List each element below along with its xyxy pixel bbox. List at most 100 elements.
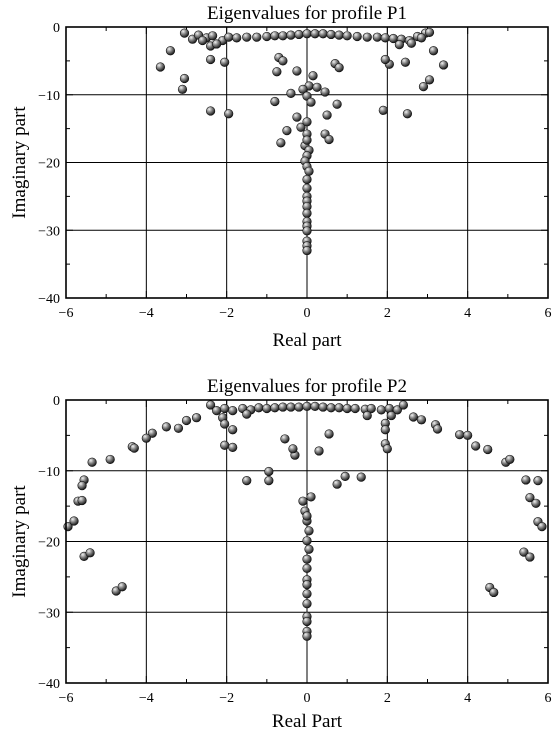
- data-point: [392, 405, 402, 415]
- x-tick-label: −2: [219, 306, 234, 321]
- data-point: [272, 67, 282, 77]
- y-tick-label: −40: [38, 677, 60, 692]
- y-tick-label: −40: [38, 292, 60, 307]
- data-point: [334, 30, 344, 40]
- data-point: [276, 138, 286, 148]
- data-point: [232, 33, 242, 43]
- data-point: [302, 599, 312, 609]
- data-point: [304, 526, 314, 536]
- data-point: [224, 109, 234, 119]
- y-tick-label: −10: [38, 465, 60, 480]
- data-point: [402, 109, 413, 119]
- data-point: [298, 84, 308, 94]
- data-point: [406, 38, 417, 48]
- data-point: [400, 57, 411, 67]
- data-point: [302, 616, 312, 627]
- x-tick-label: −4: [139, 306, 154, 321]
- data-point: [228, 442, 238, 453]
- data-point: [302, 174, 312, 185]
- data-point: [525, 493, 535, 503]
- x-tick-label: −4: [139, 691, 154, 706]
- data-point: [212, 406, 222, 416]
- data-point: [220, 440, 230, 450]
- data-point: [372, 32, 382, 42]
- data-point: [380, 425, 390, 435]
- data-point: [220, 419, 230, 429]
- data-point: [471, 441, 481, 451]
- data-point: [302, 135, 312, 145]
- data-point: [270, 403, 280, 413]
- data-point: [292, 66, 302, 76]
- y-tick-label: −10: [38, 89, 60, 104]
- data-point: [141, 433, 151, 443]
- data-point: [181, 415, 192, 426]
- data-point: [380, 54, 390, 65]
- data-point: [173, 423, 184, 433]
- y-axis-label: Imaginary part: [9, 106, 30, 219]
- data-point: [483, 444, 493, 455]
- data-point: [318, 29, 328, 39]
- data-point: [191, 413, 202, 423]
- data-point: [77, 495, 87, 506]
- data-point: [270, 96, 280, 107]
- y-tick-label: −30: [38, 224, 60, 239]
- x-tick-label: 6: [545, 306, 552, 321]
- data-point: [220, 57, 230, 67]
- data-point: [408, 412, 419, 422]
- data-point: [155, 62, 165, 72]
- data-point: [320, 87, 330, 97]
- data-point: [288, 444, 298, 454]
- data-point: [418, 82, 429, 92]
- data-point: [262, 31, 272, 42]
- data-point: [304, 166, 314, 176]
- x-tick-label: 4: [464, 691, 471, 706]
- data-point: [302, 631, 312, 641]
- data-point: [292, 112, 302, 122]
- data-point: [342, 403, 352, 414]
- plot-frame: [65, 399, 549, 684]
- data-point: [296, 122, 306, 132]
- data-point: [165, 46, 176, 56]
- x-tick-label: −6: [59, 691, 74, 706]
- x-tick-label: −2: [219, 691, 234, 706]
- data-point: [332, 479, 342, 489]
- data-point: [382, 444, 392, 454]
- data-point: [302, 29, 312, 39]
- data-point: [220, 403, 230, 414]
- data-point: [69, 516, 79, 526]
- x-tick-label: 4: [464, 306, 471, 321]
- data-point: [228, 406, 238, 416]
- data-point: [278, 31, 288, 41]
- data-point: [302, 554, 312, 564]
- y-tick-label: −30: [38, 606, 60, 621]
- y-tick-label: −20: [38, 536, 60, 551]
- data-point: [531, 498, 541, 508]
- data-point: [378, 105, 388, 115]
- data-point: [280, 434, 290, 444]
- data-point: [332, 99, 342, 109]
- data-point: [350, 403, 360, 414]
- x-tick-label: 2: [384, 691, 391, 706]
- data-point: [424, 27, 435, 38]
- data-point: [294, 29, 304, 40]
- data-point: [306, 492, 316, 502]
- data-point: [519, 547, 529, 557]
- data-point: [298, 496, 308, 506]
- data-point: [356, 472, 366, 482]
- data-point: [438, 60, 449, 70]
- data-point: [322, 110, 332, 120]
- data-point: [302, 511, 312, 521]
- data-point: [264, 476, 274, 486]
- data-point: [242, 32, 252, 42]
- data-point: [416, 415, 427, 425]
- data-point: [362, 410, 372, 421]
- x-tick-label: 2: [384, 306, 391, 321]
- data-point: [282, 126, 292, 136]
- data-point: [254, 403, 264, 413]
- data-point: [302, 536, 312, 546]
- data-point: [286, 88, 296, 98]
- data-point: [394, 40, 404, 50]
